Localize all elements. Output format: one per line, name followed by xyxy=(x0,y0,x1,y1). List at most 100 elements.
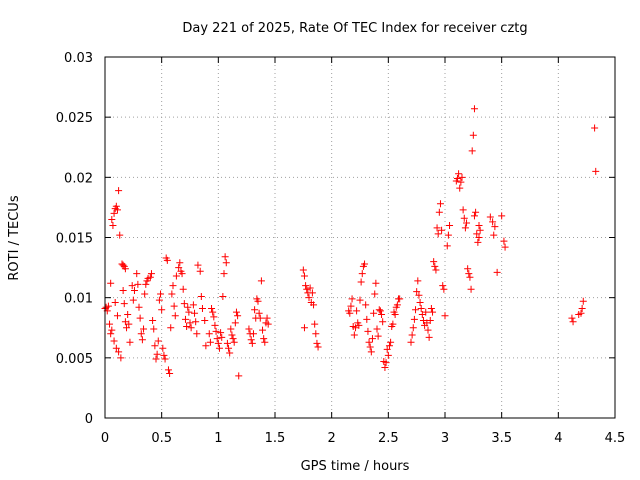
data-point-marker xyxy=(235,372,243,380)
data-point-marker xyxy=(180,300,188,308)
data-point-marker xyxy=(179,285,187,293)
data-point-marker xyxy=(446,221,454,229)
data-point-marker xyxy=(192,318,200,326)
data-point-marker xyxy=(113,312,121,320)
data-point-marker xyxy=(433,224,441,232)
data-point-marker xyxy=(592,167,600,175)
data-point-marker xyxy=(427,304,435,312)
data-point-marker xyxy=(469,131,477,139)
data-point-marker xyxy=(196,267,204,275)
data-point-marker xyxy=(363,315,371,323)
data-point-marker xyxy=(432,266,440,274)
data-point-marker xyxy=(461,224,469,232)
data-point-marker xyxy=(384,351,392,359)
data-point-marker xyxy=(125,320,133,328)
data-point-marker xyxy=(229,335,237,343)
data-point-marker xyxy=(119,261,127,269)
data-point-marker xyxy=(490,231,498,239)
data-point-marker xyxy=(366,343,374,351)
data-point-marker xyxy=(305,294,313,302)
data-point-marker xyxy=(183,323,191,331)
data-point-marker xyxy=(468,147,476,155)
data-point-marker xyxy=(108,326,116,334)
data-point-marker xyxy=(375,306,383,314)
data-point-marker xyxy=(110,209,118,217)
data-point-marker xyxy=(117,354,125,362)
data-point-marker xyxy=(460,214,468,222)
data-point-marker xyxy=(362,301,370,309)
data-point-marker xyxy=(365,338,373,346)
data-point-marker xyxy=(171,312,179,320)
data-point-marker xyxy=(257,277,265,285)
data-point-marker xyxy=(438,226,446,234)
data-point-marker xyxy=(440,285,448,293)
data-point-marker xyxy=(226,349,234,357)
data-point-marker xyxy=(151,342,159,350)
data-point-marker xyxy=(184,303,192,311)
data-point-marker xyxy=(124,311,132,319)
data-point-marker xyxy=(194,261,202,269)
data-point-marker xyxy=(228,331,236,339)
data-point-marker xyxy=(138,336,146,344)
data-point-marker xyxy=(591,124,599,132)
data-point-marker xyxy=(146,273,154,281)
tick-labels: 0 0.5 1 1.5 2 2.5 3 3.5 4 4.5 0 0.005 0.01 0.015 0.02 0… xyxy=(56,51,626,446)
data-point-marker xyxy=(579,297,587,305)
data-point-marker xyxy=(217,329,225,337)
data-point-marker xyxy=(219,292,227,300)
data-point-marker xyxy=(459,206,467,214)
data-point-marker xyxy=(141,290,149,298)
data-point-marker xyxy=(474,238,482,246)
data-point-marker xyxy=(379,318,387,326)
data-point-marker xyxy=(225,344,233,352)
data-point-marker xyxy=(568,314,576,322)
data-point-marker xyxy=(107,279,115,287)
y-tick-label: 0.005 xyxy=(56,352,93,367)
data-point-marker xyxy=(416,298,424,306)
data-point-marker xyxy=(201,317,209,325)
data-point-marker xyxy=(407,338,415,346)
data-point-marker xyxy=(254,297,262,305)
data-point-marker xyxy=(185,308,193,316)
data-point-marker xyxy=(364,327,372,335)
data-point-marker xyxy=(464,265,472,273)
data-point-marker xyxy=(453,175,461,183)
data-point-marker xyxy=(136,314,144,322)
data-point-marker xyxy=(455,170,463,178)
x-tick-label: 2.5 xyxy=(378,431,399,446)
data-point-marker xyxy=(489,218,497,226)
data-point-marker xyxy=(385,342,393,350)
data-point-marker xyxy=(312,330,320,338)
data-point-marker xyxy=(232,308,240,316)
data-point-marker xyxy=(167,324,175,332)
data-point-marker xyxy=(493,268,501,276)
data-point-marker xyxy=(120,300,128,308)
x-tick-label: 4.5 xyxy=(605,431,626,446)
data-point-marker xyxy=(256,314,264,322)
data-point-marker xyxy=(426,317,434,325)
data-point-marker xyxy=(178,270,186,278)
data-point-marker xyxy=(569,318,577,326)
data-point-marker xyxy=(412,306,420,314)
data-point-marker xyxy=(465,270,473,278)
data-point-marker xyxy=(166,369,174,377)
data-point-marker xyxy=(353,307,361,315)
data-point-marker xyxy=(439,282,447,290)
data-point-marker xyxy=(211,321,219,329)
data-point-marker xyxy=(417,304,425,312)
x-tick-label: 3.5 xyxy=(491,431,512,446)
data-point-marker xyxy=(371,290,379,298)
x-tick-label: 1.5 xyxy=(265,431,286,446)
data-point-marker xyxy=(378,311,386,319)
data-point-marker xyxy=(202,342,210,350)
data-point-marker xyxy=(191,309,199,317)
data-point-marker xyxy=(361,260,369,268)
y-tick-label: 0.01 xyxy=(64,292,93,307)
data-point-marker xyxy=(197,292,205,300)
data-point-marker xyxy=(160,351,168,359)
data-point-marker xyxy=(170,302,178,310)
data-point-marker xyxy=(415,291,423,299)
data-point-marker xyxy=(108,215,116,223)
